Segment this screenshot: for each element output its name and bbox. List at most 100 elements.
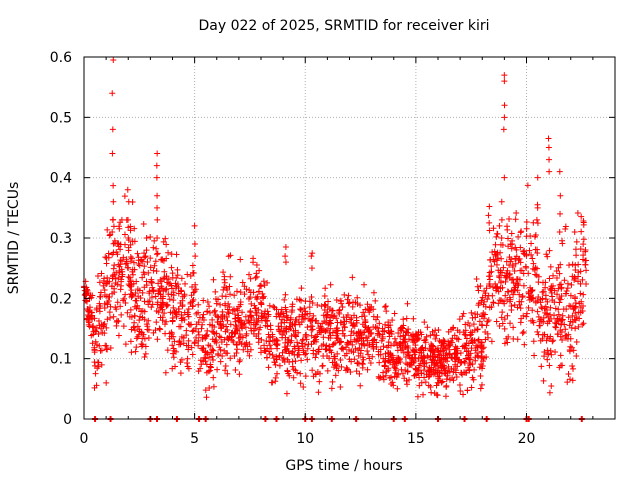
data-point — [474, 326, 481, 333]
data-point — [131, 225, 138, 232]
data-point — [540, 314, 547, 321]
data-point — [506, 215, 513, 222]
data-point — [98, 361, 105, 368]
data-point — [288, 337, 295, 344]
data-point — [174, 266, 181, 273]
data-point — [490, 300, 497, 307]
data-point — [324, 352, 331, 359]
data-point — [338, 298, 345, 305]
data-point — [164, 302, 171, 309]
data-point — [150, 244, 157, 251]
data-point — [283, 308, 290, 315]
data-point — [535, 279, 542, 286]
data-point — [523, 310, 530, 317]
data-point — [420, 391, 427, 398]
data-point — [94, 342, 101, 349]
data-point — [171, 347, 178, 354]
data-point — [555, 306, 562, 313]
data-point — [129, 238, 136, 245]
data-point — [138, 341, 145, 348]
data-point — [583, 267, 590, 274]
data-point — [136, 317, 143, 324]
spike-point — [282, 259, 289, 266]
data-point — [276, 362, 283, 369]
data-point — [313, 338, 320, 345]
data-point — [308, 293, 315, 300]
data-point — [573, 252, 580, 259]
data-point — [140, 221, 147, 228]
data-point — [330, 313, 337, 320]
data-point — [259, 294, 266, 301]
data-point — [127, 241, 134, 248]
data-point — [478, 381, 485, 388]
spike-point — [110, 57, 117, 64]
data-point — [161, 310, 168, 317]
data-point — [121, 231, 128, 238]
spike-point — [124, 186, 131, 193]
data-point — [403, 328, 410, 335]
data-point — [370, 289, 377, 296]
data-point — [113, 269, 120, 276]
data-point — [434, 354, 441, 361]
data-point — [493, 251, 500, 258]
data-point — [412, 331, 419, 338]
data-point — [318, 303, 325, 310]
spike-point — [154, 216, 161, 223]
spike-point — [498, 235, 505, 241]
data-point — [573, 314, 580, 321]
data-point — [463, 369, 470, 376]
data-point — [127, 306, 134, 313]
data-point — [376, 359, 383, 366]
data-point — [514, 280, 521, 287]
data-point — [134, 333, 141, 340]
data-point — [397, 333, 404, 340]
data-point — [120, 323, 127, 330]
data-point — [323, 314, 330, 321]
data-point — [391, 340, 398, 347]
data-point — [502, 272, 509, 279]
y-tick-label: 0.1 — [50, 352, 72, 368]
data-point — [421, 374, 428, 381]
data-point — [406, 376, 413, 383]
data-point — [103, 260, 110, 267]
data-point — [218, 325, 225, 332]
data-point — [357, 382, 364, 389]
data-point — [391, 373, 398, 380]
data-point — [119, 271, 126, 278]
spike-point — [143, 235, 150, 241]
data-point — [284, 356, 291, 363]
data-point — [364, 366, 371, 373]
data-point — [98, 347, 105, 354]
data-point — [138, 343, 145, 350]
data-point — [151, 237, 158, 244]
data-point — [528, 251, 535, 258]
data-point — [139, 289, 146, 296]
data-point — [553, 275, 560, 282]
data-point — [189, 351, 196, 358]
data-point — [321, 292, 328, 299]
data-point — [128, 291, 135, 298]
data-point — [289, 303, 296, 310]
data-point — [559, 316, 566, 323]
data-point — [546, 275, 553, 282]
data-point — [460, 391, 467, 398]
data-point — [161, 274, 168, 281]
data-point — [308, 317, 315, 324]
data-point — [362, 318, 369, 325]
data-point — [92, 338, 99, 345]
data-point — [339, 345, 346, 352]
data-point — [209, 353, 216, 360]
data-point — [411, 358, 418, 365]
data-point — [433, 360, 440, 367]
data-point — [495, 288, 502, 295]
data-point — [506, 270, 513, 277]
data-point — [101, 300, 108, 307]
data-point — [541, 305, 548, 312]
data-point — [245, 295, 252, 302]
data-point — [169, 342, 176, 349]
data-point — [577, 309, 584, 316]
data-point — [330, 341, 337, 348]
data-point — [331, 353, 338, 360]
data-point — [527, 317, 534, 324]
data-point — [297, 370, 304, 377]
